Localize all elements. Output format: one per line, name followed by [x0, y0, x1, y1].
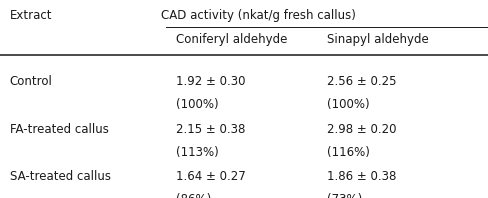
Text: 1.92 ± 0.30: 1.92 ± 0.30: [176, 75, 245, 88]
Text: (100%): (100%): [176, 98, 218, 111]
Text: Extract: Extract: [10, 9, 52, 22]
Text: Sinapyl aldehyde: Sinapyl aldehyde: [327, 33, 429, 46]
Text: (100%): (100%): [327, 98, 369, 111]
Text: 2.98 ± 0.20: 2.98 ± 0.20: [327, 123, 396, 136]
Text: Control: Control: [10, 75, 53, 88]
Text: SA-treated callus: SA-treated callus: [10, 170, 111, 183]
Text: 2.56 ± 0.25: 2.56 ± 0.25: [327, 75, 396, 88]
Text: Coniferyl aldehyde: Coniferyl aldehyde: [176, 33, 287, 46]
Text: (86%): (86%): [176, 193, 211, 198]
Text: 1.64 ± 0.27: 1.64 ± 0.27: [176, 170, 245, 183]
Text: FA-treated callus: FA-treated callus: [10, 123, 109, 136]
Text: (113%): (113%): [176, 146, 219, 159]
Text: (116%): (116%): [327, 146, 370, 159]
Text: 2.15 ± 0.38: 2.15 ± 0.38: [176, 123, 245, 136]
Text: CAD activity (nkat/g fresh callus): CAD activity (nkat/g fresh callus): [161, 9, 356, 22]
Text: 1.86 ± 0.38: 1.86 ± 0.38: [327, 170, 396, 183]
Text: (73%): (73%): [327, 193, 362, 198]
